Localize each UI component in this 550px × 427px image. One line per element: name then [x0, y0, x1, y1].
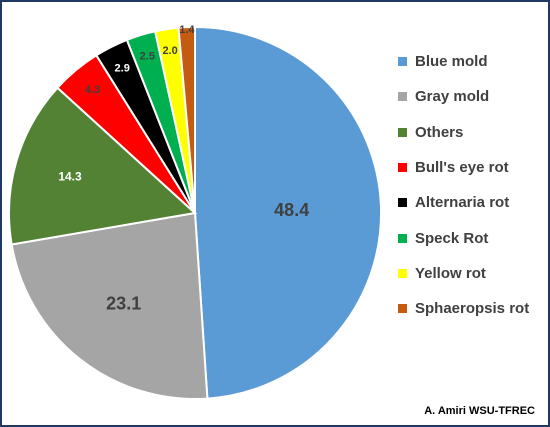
legend-label: Bull's eye rot — [415, 159, 509, 177]
legend-swatch — [398, 127, 407, 137]
data-label-6: 2.5 — [140, 50, 155, 62]
data-label-2: 23.1 — [106, 294, 141, 314]
data-label-4: 4.3 — [85, 84, 100, 96]
legend-item-2: Gray mold — [398, 79, 529, 114]
data-label-5: 2.9 — [115, 63, 130, 75]
legend-swatch — [398, 233, 407, 243]
legend-item-3: Others — [398, 115, 529, 150]
legend-label: Blue mold — [415, 53, 488, 71]
data-label-1: 48.4 — [274, 200, 309, 220]
legend-item-8: Sphaeropsis rot — [398, 291, 529, 326]
legend-item-4: Bull's eye rot — [398, 150, 529, 185]
legend-label: Yellow rot — [415, 264, 486, 282]
legend-item-5: Alternaria rot — [398, 185, 529, 220]
pie-slice-2 — [10, 211, 209, 400]
legend-swatch — [398, 163, 407, 173]
legend-swatch — [398, 57, 407, 67]
legend-item-1: Blue mold — [398, 44, 529, 79]
legend-label: Sphaeropsis rot — [415, 300, 530, 318]
pie-slices — [8, 25, 383, 400]
pie-slice-1 — [194, 25, 383, 400]
legend-swatch — [398, 304, 407, 314]
legend-item-7: Yellow rot — [398, 256, 529, 291]
legend-swatch — [398, 198, 407, 208]
legend-label: Gray mold — [415, 88, 490, 106]
pie-slice-8 — [177, 25, 196, 214]
data-label-8: 1.4 — [179, 24, 195, 36]
pie-slice-3 — [8, 86, 198, 246]
data-label-3: 14.3 — [58, 170, 82, 184]
legend-swatch — [398, 268, 407, 278]
credit-text: A. Amiri WSU-TFREC — [424, 405, 535, 417]
legend-swatch — [398, 92, 407, 102]
legend-item-6: Speck Rot — [398, 220, 529, 255]
legend-label: Alternaria rot — [415, 194, 510, 212]
data-label-7: 2.0 — [162, 45, 177, 57]
pie-data-labels: 48.4 23.1 14.3 4.3 2.9 2.5 2.01.4 — [58, 24, 309, 314]
legend-label: Speck Rot — [415, 229, 489, 247]
legend-label: Others — [415, 123, 464, 141]
legend: Blue mold Gray mold Others Bull's eye rot Al… — [398, 44, 529, 326]
